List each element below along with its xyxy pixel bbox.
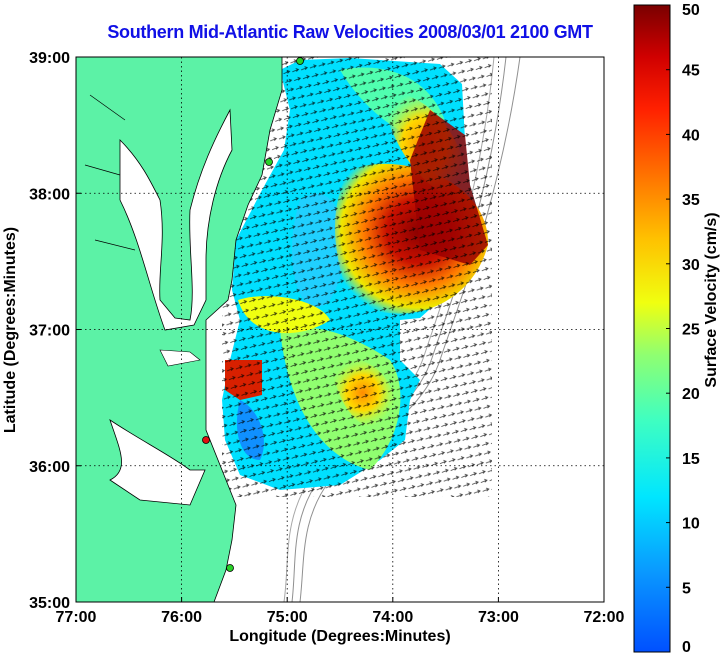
x-tick-label: 76:00 bbox=[161, 609, 202, 626]
colorbar-tick-label: 50 bbox=[682, 2, 700, 19]
colorbar-tick-label: 5 bbox=[682, 580, 691, 597]
station-marker bbox=[265, 158, 273, 166]
x-tick-label: 75:00 bbox=[267, 609, 308, 626]
y-axis: 39:00 38:00 37:00 36:00 35:00 bbox=[29, 50, 81, 612]
colorbar-tick-label: 40 bbox=[682, 127, 700, 144]
colorbar-tick-label: 0 bbox=[682, 639, 691, 656]
colorbar-ticks: 0 5 10 15 20 25 30 35 40 45 50 bbox=[666, 2, 700, 656]
y-axis-label: Latitude (Degrees:Minutes) bbox=[2, 227, 19, 433]
y-tick-label: 38:00 bbox=[29, 186, 70, 203]
station-marker bbox=[226, 564, 234, 572]
colorbar-tick-label: 15 bbox=[682, 451, 700, 468]
station-marker bbox=[296, 57, 304, 65]
colorbar-tick-label: 20 bbox=[682, 386, 700, 403]
chart-title: Southern Mid-Atlantic Raw Velocities 200… bbox=[107, 22, 593, 42]
colorbar-label: Surface Velocity (cm/s) bbox=[703, 212, 720, 387]
station-marker bbox=[202, 436, 210, 444]
y-tick-label: 39:00 bbox=[29, 50, 70, 67]
x-axis: 77:00 76:00 75:00 74:00 73:00 72:00 bbox=[56, 597, 625, 626]
x-tick-label: 72:00 bbox=[584, 609, 625, 626]
colorbar-tick-label: 25 bbox=[682, 322, 700, 339]
y-tick-label: 36:00 bbox=[29, 459, 70, 476]
colorbar-tick-label: 45 bbox=[682, 63, 700, 80]
colorbar-tick-label: 10 bbox=[682, 516, 700, 533]
x-axis-label: Longitude (Degrees:Minutes) bbox=[229, 628, 450, 645]
colorbar-tick-label: 30 bbox=[682, 257, 700, 274]
y-tick-label: 37:00 bbox=[29, 323, 70, 340]
colorbar-tick-label: 35 bbox=[682, 192, 700, 209]
x-tick-label: 77:00 bbox=[56, 609, 97, 626]
x-tick-label: 74:00 bbox=[372, 609, 413, 626]
colorbar bbox=[633, 4, 671, 653]
x-tick-label: 73:00 bbox=[478, 609, 519, 626]
y-tick-label: 35:00 bbox=[29, 595, 70, 612]
grid-lines bbox=[76, 57, 604, 602]
